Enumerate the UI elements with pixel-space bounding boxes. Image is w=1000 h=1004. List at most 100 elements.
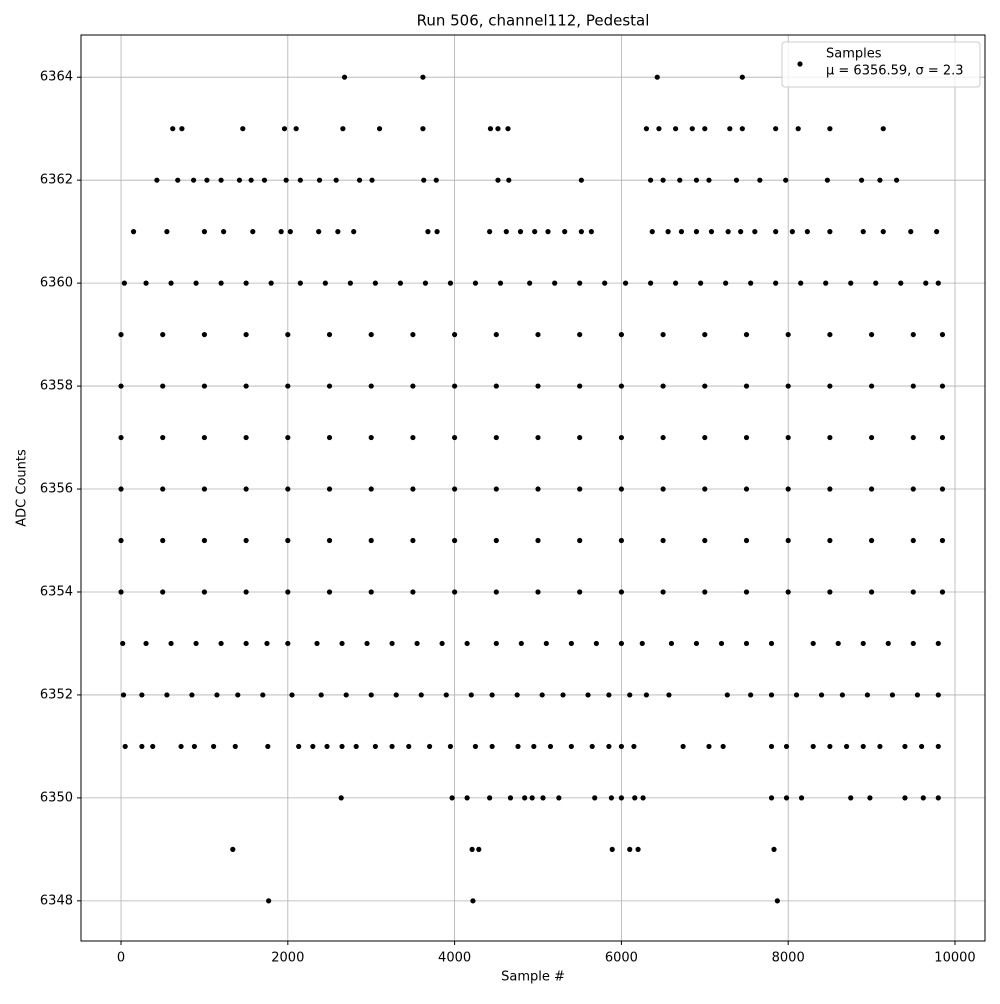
point bbox=[935, 692, 941, 698]
point bbox=[515, 743, 521, 750]
point bbox=[914, 692, 921, 698]
point bbox=[204, 177, 210, 183]
point bbox=[693, 177, 700, 183]
point bbox=[647, 280, 654, 286]
point bbox=[507, 795, 514, 801]
point bbox=[452, 331, 458, 338]
point bbox=[506, 177, 512, 183]
point bbox=[260, 692, 266, 698]
point bbox=[243, 486, 249, 492]
point bbox=[618, 434, 624, 441]
point bbox=[606, 692, 612, 698]
point bbox=[201, 331, 208, 338]
point bbox=[230, 846, 236, 852]
point bbox=[635, 846, 641, 852]
point bbox=[889, 692, 896, 698]
point bbox=[232, 743, 238, 750]
point bbox=[902, 743, 908, 750]
point bbox=[880, 126, 886, 132]
point bbox=[798, 795, 805, 801]
point bbox=[848, 280, 854, 286]
point bbox=[618, 795, 624, 801]
point bbox=[476, 846, 482, 852]
point bbox=[568, 640, 574, 647]
point bbox=[489, 743, 495, 750]
point bbox=[908, 229, 914, 235]
point bbox=[368, 589, 374, 595]
point bbox=[577, 589, 583, 595]
point bbox=[632, 795, 638, 801]
point bbox=[189, 692, 195, 698]
point bbox=[649, 229, 655, 235]
point bbox=[341, 74, 348, 80]
point bbox=[120, 692, 127, 698]
point bbox=[939, 537, 946, 544]
point bbox=[639, 640, 645, 647]
point bbox=[743, 640, 750, 647]
point bbox=[410, 589, 416, 595]
point bbox=[285, 537, 291, 544]
point bbox=[665, 229, 671, 235]
point bbox=[910, 589, 916, 595]
point bbox=[356, 177, 363, 183]
point bbox=[547, 743, 554, 750]
point bbox=[618, 486, 624, 492]
point bbox=[285, 486, 291, 492]
point bbox=[201, 537, 208, 544]
point bbox=[214, 692, 220, 698]
point bbox=[785, 486, 791, 492]
point bbox=[577, 331, 583, 338]
point bbox=[848, 795, 854, 801]
point bbox=[698, 280, 704, 286]
point bbox=[297, 177, 303, 183]
point bbox=[193, 640, 199, 647]
point bbox=[369, 177, 375, 183]
point bbox=[487, 229, 493, 235]
point bbox=[452, 383, 458, 389]
point bbox=[631, 743, 637, 750]
point bbox=[517, 229, 524, 235]
point bbox=[577, 434, 583, 441]
point bbox=[178, 743, 184, 750]
point bbox=[724, 692, 730, 698]
point bbox=[880, 229, 886, 235]
point bbox=[285, 434, 291, 441]
point bbox=[335, 229, 341, 235]
point bbox=[434, 229, 440, 235]
point bbox=[493, 434, 499, 441]
point bbox=[568, 743, 574, 750]
point bbox=[268, 280, 274, 286]
point bbox=[439, 640, 445, 647]
point bbox=[578, 229, 584, 235]
y-tick-label: 6356 bbox=[40, 482, 73, 497]
point bbox=[470, 898, 476, 904]
point bbox=[608, 795, 614, 801]
point bbox=[243, 589, 249, 595]
point bbox=[322, 280, 328, 286]
point bbox=[218, 280, 224, 286]
point bbox=[609, 846, 615, 852]
point bbox=[935, 640, 941, 647]
point bbox=[447, 743, 454, 750]
point bbox=[785, 537, 791, 544]
point bbox=[827, 331, 833, 338]
point bbox=[864, 692, 871, 698]
point bbox=[935, 795, 941, 801]
point bbox=[660, 177, 666, 183]
point bbox=[898, 280, 904, 286]
point bbox=[316, 229, 322, 235]
point bbox=[858, 177, 865, 183]
point bbox=[487, 795, 493, 801]
point bbox=[160, 486, 166, 492]
point bbox=[535, 434, 541, 441]
point bbox=[130, 229, 137, 235]
point bbox=[326, 434, 333, 441]
point bbox=[823, 280, 829, 286]
y-tick-label: 6348 bbox=[40, 893, 73, 908]
point bbox=[285, 640, 291, 647]
point bbox=[406, 743, 412, 750]
point bbox=[535, 486, 541, 492]
legend-marker bbox=[797, 61, 803, 67]
point bbox=[410, 486, 416, 492]
